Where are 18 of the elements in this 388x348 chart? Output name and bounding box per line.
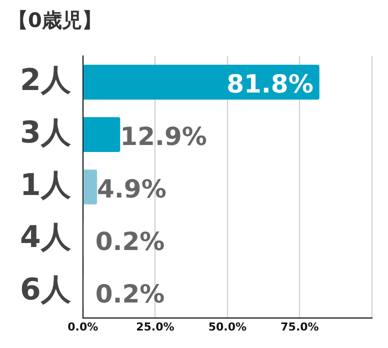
- data-label: 0.2%: [95, 279, 165, 308]
- chart-title: 【0歳児】: [8, 8, 102, 32]
- x-tick-label: 50.0%: [208, 320, 247, 334]
- x-tick-label: 75.0%: [280, 320, 319, 334]
- bar: [83, 170, 98, 204]
- y-tick-label: 3人: [20, 115, 72, 150]
- data-label: 4.9%: [97, 174, 166, 204]
- data-label: 81.8%: [226, 70, 314, 99]
- y-tick-label: 4人: [20, 220, 72, 256]
- y-tick-label: 2人: [20, 62, 72, 98]
- bar: [83, 64, 320, 100]
- bar: [83, 117, 120, 152]
- x-tick-label: 0.0%: [68, 320, 98, 334]
- y-tick-label: 1人: [20, 168, 72, 203]
- x-tick-label: 25.0%: [136, 320, 174, 334]
- y-tick-label: 6人: [20, 272, 72, 308]
- data-label: 0.2%: [95, 226, 165, 256]
- data-label: 12.9%: [120, 122, 207, 152]
